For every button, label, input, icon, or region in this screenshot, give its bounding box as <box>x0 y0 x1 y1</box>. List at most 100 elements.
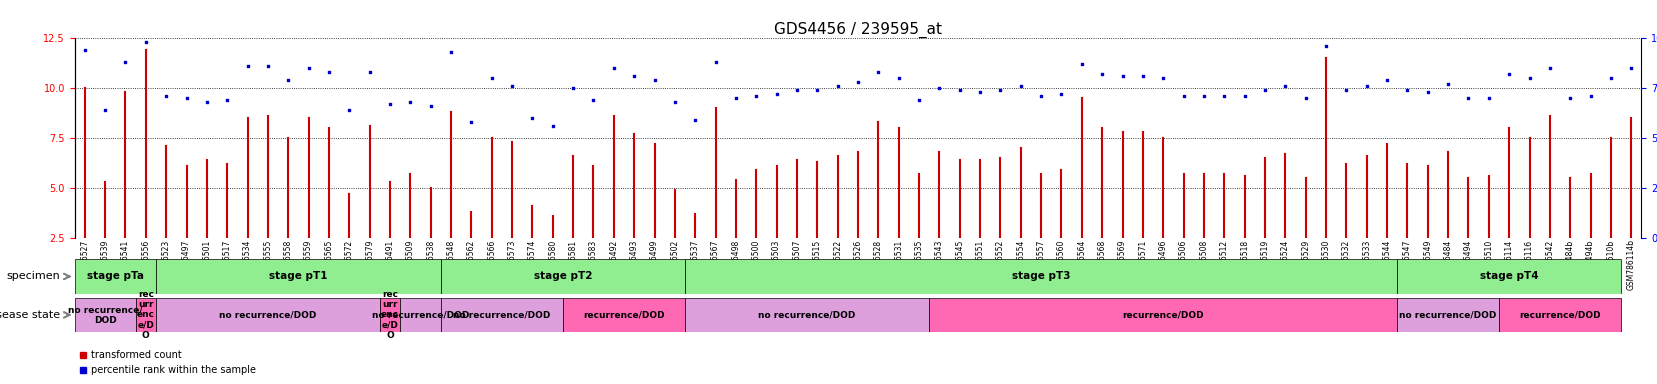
Text: no recurrence/DOD: no recurrence/DOD <box>371 310 469 319</box>
Point <box>315 69 341 75</box>
Text: disease state: disease state <box>0 310 60 320</box>
Point <box>1475 95 1501 101</box>
Text: recurrence/DOD: recurrence/DOD <box>583 310 664 319</box>
Point <box>1150 75 1176 81</box>
Point <box>1413 89 1440 95</box>
FancyBboxPatch shape <box>379 298 399 332</box>
FancyBboxPatch shape <box>441 259 684 294</box>
Point <box>1352 83 1379 89</box>
Point <box>703 59 729 65</box>
FancyBboxPatch shape <box>156 298 379 332</box>
Point <box>600 65 626 71</box>
Point <box>1170 93 1196 99</box>
Text: stage pT2: stage pT2 <box>534 271 592 281</box>
Point <box>742 93 769 99</box>
Point <box>804 87 830 93</box>
FancyBboxPatch shape <box>399 298 441 332</box>
Point <box>1190 93 1216 99</box>
Text: rec
urr
enc
e/D
O: rec urr enc e/D O <box>381 290 399 340</box>
Point <box>133 39 159 45</box>
Point <box>681 117 708 123</box>
Point <box>1455 95 1481 101</box>
Point <box>1109 73 1135 79</box>
Point <box>234 63 260 70</box>
Point <box>1231 93 1258 99</box>
FancyBboxPatch shape <box>1498 298 1621 332</box>
Point <box>784 87 810 93</box>
Point <box>113 59 139 65</box>
Point <box>519 115 545 121</box>
Text: no recurrence/DOD: no recurrence/DOD <box>1399 310 1496 319</box>
Point <box>457 119 484 125</box>
Point <box>1576 93 1602 99</box>
Point <box>1433 81 1460 88</box>
Point <box>1374 77 1400 83</box>
Point <box>824 83 850 89</box>
Point <box>1597 75 1624 81</box>
Text: recurrence/DOD: recurrence/DOD <box>1122 310 1203 319</box>
Point <box>1332 87 1359 93</box>
Text: rec
urr
enc
e/D
O: rec urr enc e/D O <box>138 290 154 340</box>
Point <box>91 107 118 113</box>
Point <box>1128 73 1155 79</box>
Text: no recurrence/DOD: no recurrence/DOD <box>219 310 316 319</box>
Text: stage pT4: stage pT4 <box>1480 271 1538 281</box>
Point <box>762 91 789 98</box>
Point <box>1495 71 1521 78</box>
FancyBboxPatch shape <box>75 298 136 332</box>
Point <box>1292 95 1319 101</box>
Point <box>1089 71 1115 78</box>
FancyBboxPatch shape <box>156 259 441 294</box>
FancyBboxPatch shape <box>684 259 1397 294</box>
Point <box>946 87 973 93</box>
FancyBboxPatch shape <box>684 298 928 332</box>
Point <box>356 69 383 75</box>
Point <box>1536 65 1563 71</box>
Point <box>194 99 220 105</box>
Point <box>295 65 321 71</box>
Point <box>418 103 444 109</box>
Point <box>1069 61 1095 68</box>
FancyBboxPatch shape <box>136 298 156 332</box>
FancyBboxPatch shape <box>75 259 156 294</box>
Point <box>336 107 363 113</box>
Point <box>437 49 464 55</box>
Text: no recurrence/
DOD: no recurrence/ DOD <box>68 305 143 324</box>
Point <box>620 73 646 79</box>
Point <box>1271 83 1297 89</box>
Point <box>661 99 688 105</box>
Point <box>214 97 240 103</box>
Point <box>865 69 891 75</box>
Point <box>1210 93 1236 99</box>
Text: stage pT3: stage pT3 <box>1011 271 1070 281</box>
Text: no recurrence/DOD: no recurrence/DOD <box>757 310 855 319</box>
Point <box>722 95 749 101</box>
Point <box>152 93 179 99</box>
Point <box>926 85 953 91</box>
Text: recurrence/DOD: recurrence/DOD <box>1518 310 1601 319</box>
Point <box>1007 83 1034 89</box>
Text: stage pTa: stage pTa <box>86 271 144 281</box>
Point <box>1516 75 1543 81</box>
Text: stage pT1: stage pT1 <box>268 271 328 281</box>
FancyBboxPatch shape <box>928 298 1397 332</box>
Point <box>966 89 993 95</box>
Point <box>1556 95 1582 101</box>
Point <box>1312 43 1339 50</box>
Point <box>1617 65 1644 71</box>
Point <box>275 77 302 83</box>
FancyBboxPatch shape <box>563 298 684 332</box>
Point <box>71 47 98 53</box>
Title: GDS4456 / 239595_at: GDS4456 / 239595_at <box>774 22 941 38</box>
Point <box>905 97 931 103</box>
Point <box>255 63 282 70</box>
Point <box>560 85 587 91</box>
FancyBboxPatch shape <box>1397 298 1498 332</box>
Point <box>1047 91 1074 98</box>
Point <box>1394 87 1420 93</box>
Point <box>479 75 505 81</box>
FancyBboxPatch shape <box>1397 259 1621 294</box>
Point <box>580 97 606 103</box>
Point <box>398 99 424 105</box>
Point <box>499 83 525 89</box>
